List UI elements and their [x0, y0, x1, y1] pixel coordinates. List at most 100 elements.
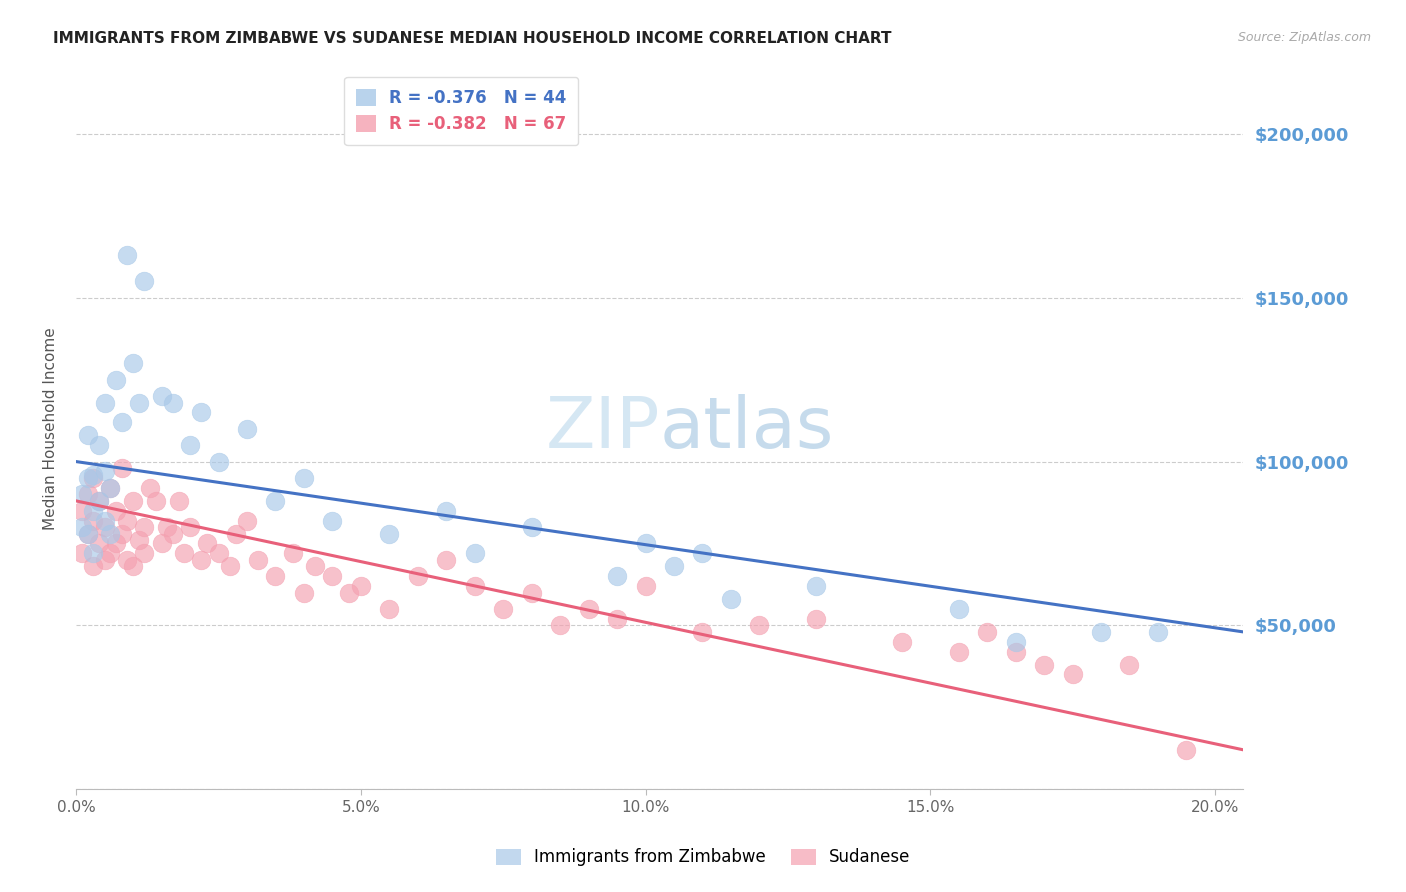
- Point: [134, 275, 156, 289]
- Point: [76, 487, 98, 501]
- Point: [890, 634, 912, 648]
- Point: [167, 494, 190, 508]
- Point: [207, 454, 229, 468]
- Point: [93, 553, 115, 567]
- Point: [225, 526, 247, 541]
- Point: [122, 356, 145, 370]
- Point: [321, 514, 343, 528]
- Point: [434, 553, 457, 567]
- Point: [948, 602, 970, 616]
- Point: [105, 504, 128, 518]
- Point: [634, 579, 657, 593]
- Point: [247, 553, 270, 567]
- Y-axis label: Median Household Income: Median Household Income: [44, 327, 58, 530]
- Point: [1090, 624, 1112, 639]
- Point: [70, 546, 93, 560]
- Point: [662, 559, 685, 574]
- Point: [98, 546, 121, 560]
- Point: [111, 526, 134, 541]
- Point: [720, 592, 742, 607]
- Point: [1004, 644, 1026, 658]
- Point: [93, 395, 115, 409]
- Point: [378, 602, 401, 616]
- Text: atlas: atlas: [659, 394, 834, 463]
- Legend: R = -0.376   N = 44, R = -0.382   N = 67: R = -0.376 N = 44, R = -0.382 N = 67: [344, 77, 578, 145]
- Point: [606, 612, 628, 626]
- Point: [117, 514, 139, 528]
- Point: [128, 395, 150, 409]
- Point: [190, 553, 212, 567]
- Point: [82, 559, 104, 574]
- Point: [145, 494, 167, 508]
- Point: [350, 579, 373, 593]
- Point: [1062, 667, 1084, 681]
- Point: [692, 624, 714, 639]
- Point: [748, 618, 770, 632]
- Point: [434, 504, 457, 518]
- Point: [134, 546, 156, 560]
- Point: [150, 389, 173, 403]
- Point: [606, 569, 628, 583]
- Point: [207, 546, 229, 560]
- Point: [264, 494, 287, 508]
- Point: [98, 526, 121, 541]
- Point: [464, 579, 486, 593]
- Point: [634, 536, 657, 550]
- Point: [139, 481, 162, 495]
- Point: [117, 248, 139, 262]
- Point: [128, 533, 150, 548]
- Point: [1004, 634, 1026, 648]
- Point: [93, 514, 115, 528]
- Point: [520, 585, 543, 599]
- Point: [292, 471, 315, 485]
- Point: [93, 520, 115, 534]
- Point: [292, 585, 315, 599]
- Point: [1033, 657, 1056, 672]
- Point: [117, 553, 139, 567]
- Point: [219, 559, 242, 574]
- Point: [339, 585, 361, 599]
- Point: [70, 520, 93, 534]
- Point: [1175, 743, 1198, 757]
- Point: [948, 644, 970, 658]
- Point: [87, 494, 110, 508]
- Point: [578, 602, 600, 616]
- Point: [281, 546, 304, 560]
- Point: [122, 494, 145, 508]
- Point: [105, 373, 128, 387]
- Point: [82, 467, 104, 482]
- Point: [1118, 657, 1140, 672]
- Point: [173, 546, 195, 560]
- Point: [82, 504, 104, 518]
- Point: [111, 415, 134, 429]
- Point: [321, 569, 343, 583]
- Point: [464, 546, 486, 560]
- Point: [520, 520, 543, 534]
- Point: [87, 494, 110, 508]
- Point: [76, 428, 98, 442]
- Legend: Immigrants from Zimbabwe, Sudanese: Immigrants from Zimbabwe, Sudanese: [489, 842, 917, 873]
- Point: [264, 569, 287, 583]
- Point: [111, 461, 134, 475]
- Text: ZIP: ZIP: [546, 394, 659, 463]
- Point: [76, 471, 98, 485]
- Point: [236, 514, 259, 528]
- Point: [304, 559, 326, 574]
- Point: [98, 481, 121, 495]
- Point: [195, 536, 218, 550]
- Point: [134, 520, 156, 534]
- Point: [150, 536, 173, 550]
- Point: [82, 471, 104, 485]
- Point: [406, 569, 429, 583]
- Point: [76, 526, 98, 541]
- Point: [190, 405, 212, 419]
- Point: [692, 546, 714, 560]
- Point: [87, 438, 110, 452]
- Point: [162, 526, 184, 541]
- Point: [98, 481, 121, 495]
- Point: [87, 536, 110, 550]
- Point: [76, 526, 98, 541]
- Point: [105, 536, 128, 550]
- Point: [179, 438, 201, 452]
- Point: [70, 504, 93, 518]
